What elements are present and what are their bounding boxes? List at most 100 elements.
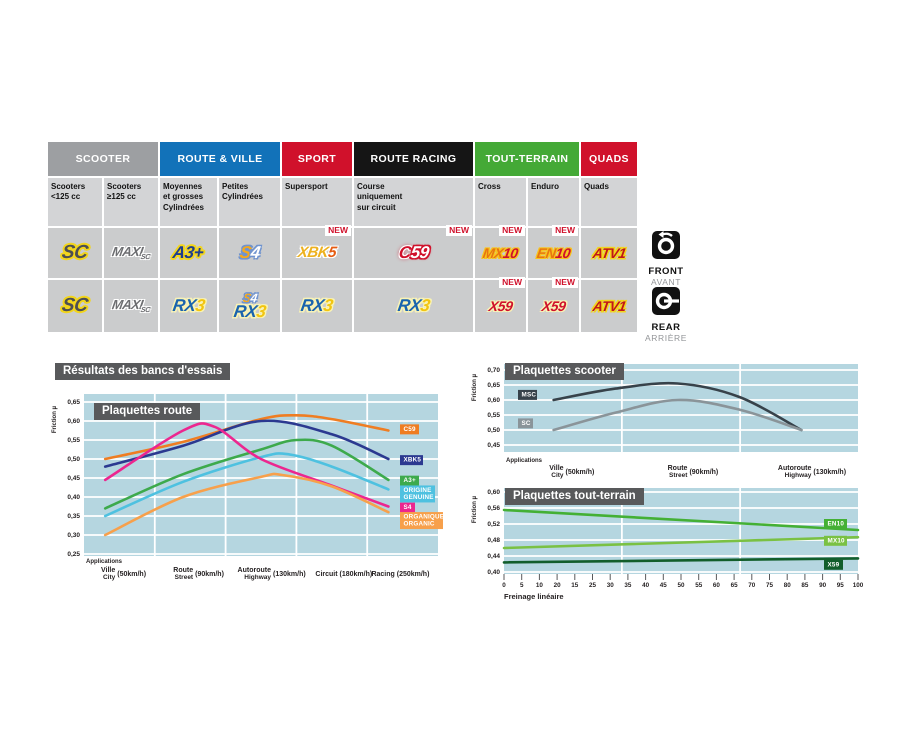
badge-text: 3 [193, 296, 206, 316]
badge-stack: S4 RX3 [232, 291, 267, 321]
badge-text: RX [232, 301, 258, 321]
x-category-sublabel: City [103, 574, 116, 581]
category-header-scooter: SCOOTER [48, 142, 158, 176]
product-badge-mx10: MX10 [482, 244, 520, 261]
x-tick-label: 20 [554, 582, 562, 589]
badge-stack: SC [61, 295, 90, 316]
badge-text: A3+ [171, 243, 206, 263]
y-axis-label: Friction µ [52, 405, 58, 433]
badge-stack: XBK5 [297, 244, 338, 262]
badge-text: RX [396, 296, 422, 316]
badge-text: MAXI [110, 296, 144, 312]
badge-stack: ATV1 [591, 244, 627, 261]
legend-text: A3+ [404, 477, 416, 484]
legend-box [824, 559, 843, 570]
product-badge-c59: C59 [397, 243, 430, 262]
rear-disc-icon [652, 287, 680, 315]
series-line-mx10 [502, 535, 860, 550]
y-tick-label: 0,60 [487, 397, 500, 404]
x-category-label: Route [173, 567, 193, 574]
badge-stack: S4 [238, 243, 261, 262]
product-cell-row1: NEW MX10 [475, 225, 526, 278]
category-header-route-racing: ROUTE RACING [354, 142, 473, 176]
badge-text: ATV1 [591, 244, 627, 261]
legend-box [518, 389, 537, 400]
badge-text: SC [60, 242, 90, 264]
terrain-chart-title: Plaquettes tout-terrain [505, 488, 644, 505]
x-tick-label: 30 [607, 582, 615, 589]
x-category-speed: (50km/h) [566, 469, 595, 476]
badge-stack: RX3 [171, 296, 206, 316]
category-header-route-ville: ROUTE & VILLE [160, 142, 280, 176]
x-tick-label: 50 [677, 582, 685, 589]
badge-text: 3 [254, 301, 267, 321]
route-chart-title: Plaquettes route [94, 403, 201, 420]
legend-text: MX10 [828, 537, 846, 544]
y-tick-label: 0,35 [67, 513, 80, 520]
x-category-label: Ville [549, 465, 563, 472]
subcategory-header: Petites Cylindrées [219, 178, 280, 226]
legend-text: GENUINE [404, 494, 434, 501]
subcategory-header: Supersport [282, 178, 352, 226]
side-label: FRONT [648, 266, 684, 277]
subcategory-header: Cross [475, 178, 526, 226]
product-cell-row1: A3+ [160, 228, 217, 278]
x-category-speed: (130km/h) [813, 469, 846, 476]
x-category-sublabel: Street [669, 472, 688, 479]
badge-text: X59 [487, 297, 514, 314]
product-badge-rx3: RX3 [396, 296, 431, 316]
badge-stack: EN10 [536, 244, 572, 261]
product-badge-sc: SC [61, 295, 90, 316]
badge-stack: SC [60, 242, 90, 264]
legend-box [400, 512, 443, 530]
badge-text: 5 [326, 244, 338, 262]
x-category-label: Racing (250km/h) [371, 571, 429, 578]
series-line-en10 [502, 508, 860, 532]
legend-sc: SC [518, 418, 533, 429]
new-badge: NEW [325, 225, 351, 236]
badge-text: SC [140, 252, 151, 261]
y-tick-label: 0,52 [487, 521, 500, 528]
badge-stack: RX3 [300, 296, 335, 315]
category-header-sport: SPORT [282, 142, 352, 176]
series-line-origine-genuine [103, 452, 390, 518]
badge-stack: MAXISC [110, 296, 152, 314]
side-block-front: FRONT AVANT [644, 230, 688, 287]
y-axis-label: Friction µ [472, 373, 478, 401]
legend-text: MSC [522, 391, 537, 398]
x-tick-label: 40 [642, 582, 650, 589]
x-tick-label: 70 [748, 582, 756, 589]
legend-box [824, 519, 847, 529]
x-tick-label: 100 [853, 582, 864, 589]
product-badge-rx3: RX3 [300, 296, 335, 315]
y-tick-label: 0,55 [67, 437, 80, 444]
product-badge-rx3: RX3 [171, 296, 206, 316]
legend-text: C59 [404, 426, 416, 433]
product-badge-xbk5: XBK5 [297, 244, 338, 262]
legend-box [518, 418, 533, 429]
applications-label: Applications [506, 458, 543, 464]
route-pads-chart: Plaquettes route 0,65 0,60 0,55 0,50 0,45 0,4… [48, 392, 458, 602]
badge-text: 10 [554, 244, 572, 261]
legend-text: ORGANIQUE [404, 514, 445, 521]
product-cell-row2: S4 RX3 [219, 280, 280, 332]
x-tick-label: 0 [502, 582, 506, 589]
legend-xbk5: XBK5 [400, 455, 423, 466]
legend-text: EN10 [828, 521, 845, 528]
product-category-table: SCOOTER ROUTE & VILLE SPORT ROUTE RACING TOU… [48, 142, 637, 332]
y-tick-label: 0,55 [487, 412, 500, 419]
y-tick-label: 0,50 [487, 427, 500, 434]
product-badge-maxisc: MAXISC [110, 296, 152, 314]
y-tick-label: 0,56 [487, 505, 500, 512]
product-badge-maxisc: MAXISC [111, 244, 152, 261]
badge-text: SC [140, 305, 151, 314]
product-cell-row1: SC [48, 228, 102, 278]
product-cell-row1: ATV1 [581, 228, 637, 278]
badge-stack: A3+ [171, 243, 206, 263]
x-category-label: Circuit (180km/h) [315, 571, 372, 578]
badge-text: 10 [502, 244, 520, 261]
x-category-speed: (50km/h) [117, 571, 146, 578]
x-category-sublabel: City [551, 472, 564, 479]
new-badge: NEW [552, 277, 578, 288]
